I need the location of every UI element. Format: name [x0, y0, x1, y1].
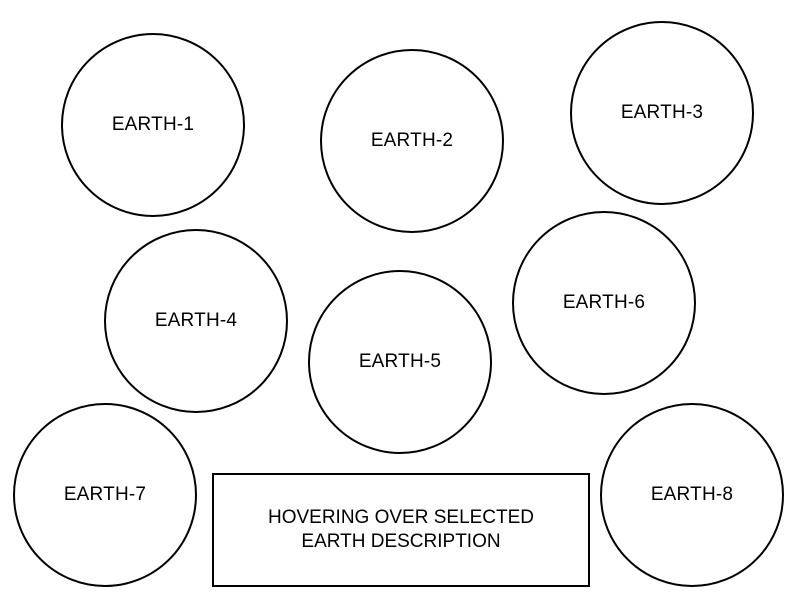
description-line-2: EARTH DESCRIPTION	[301, 531, 501, 552]
earth-node-3[interactable]: EARTH-3	[570, 21, 754, 205]
earth-node-5[interactable]: EARTH-5	[308, 270, 492, 454]
earth-node-1[interactable]: EARTH-1	[61, 33, 245, 217]
earth-node-label: EARTH-3	[620, 102, 704, 123]
earth-node-6[interactable]: EARTH-6	[512, 211, 696, 395]
earth-node-label: EARTH-8	[650, 484, 734, 505]
earth-description-panel: HOVERING OVER SELECTED EARTH DESCRIPTION	[212, 473, 590, 587]
description-line-1: HOVERING OVER SELECTED	[267, 507, 535, 528]
earth-node-4[interactable]: EARTH-4	[104, 229, 288, 413]
earth-node-8[interactable]: EARTH-8	[600, 403, 784, 587]
earth-node-label: EARTH-1	[111, 114, 195, 135]
earth-node-label: EARTH-7	[63, 484, 147, 505]
earth-node-label: EARTH-6	[562, 292, 646, 313]
earth-node-label: EARTH-5	[358, 351, 442, 372]
earth-node-label: EARTH-4	[154, 310, 238, 331]
earth-node-7[interactable]: EARTH-7	[13, 403, 197, 587]
earth-node-label: EARTH-2	[370, 130, 454, 151]
earth-node-2[interactable]: EARTH-2	[320, 49, 504, 233]
